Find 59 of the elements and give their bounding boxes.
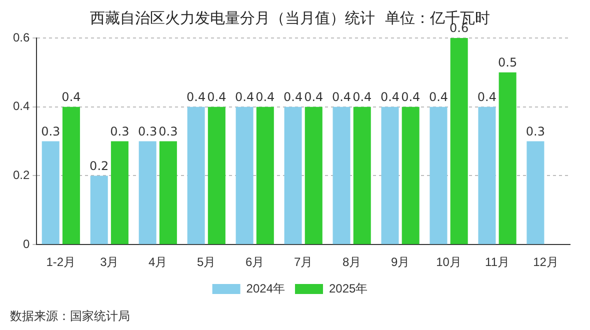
legend-label: 2025年 xyxy=(329,281,368,296)
legend-label: 2024年 xyxy=(246,281,286,296)
x-tick-label: 11月 xyxy=(485,255,510,270)
x-tick-label: 12月 xyxy=(533,255,558,270)
data-label: 0.3 xyxy=(526,124,545,138)
x-tick-label: 3月 xyxy=(100,255,119,270)
bar xyxy=(256,106,274,244)
bar xyxy=(332,106,350,244)
bar xyxy=(450,38,468,244)
data-label: 0.4 xyxy=(352,90,372,104)
bar xyxy=(187,106,205,244)
x-tick-label: 10月 xyxy=(436,255,462,270)
source-note: 数据来源：国家统计局 xyxy=(10,309,130,323)
bar xyxy=(526,141,544,244)
data-label: 0.4 xyxy=(428,90,448,104)
x-tick-label: 4月 xyxy=(148,255,168,270)
data-label: 0.4 xyxy=(380,90,400,104)
data-label: 0.4 xyxy=(62,90,81,104)
x-tick-label: 1-2月 xyxy=(46,255,76,270)
bar xyxy=(42,141,60,244)
data-label: 0.4 xyxy=(332,90,352,104)
data-label: 0.3 xyxy=(110,124,130,138)
data-label: 0.4 xyxy=(304,90,324,104)
bar xyxy=(62,106,80,244)
bar xyxy=(381,106,399,244)
y-tick-label: 0.6 xyxy=(12,30,30,44)
data-label: 0.4 xyxy=(256,90,275,104)
data-label: 0.4 xyxy=(235,90,254,104)
y-tick-label: 0.4 xyxy=(12,99,30,114)
data-label: 0.4 xyxy=(207,90,226,104)
x-tick-label: 7月 xyxy=(294,255,313,270)
data-label: 0.4 xyxy=(283,90,303,104)
data-label: 0.3 xyxy=(41,124,60,138)
bar xyxy=(110,141,128,244)
bar xyxy=(304,106,322,244)
x-tick-label: 8月 xyxy=(342,255,362,270)
data-label: 0.3 xyxy=(138,124,158,138)
x-tick-label: 5月 xyxy=(197,255,216,270)
bar xyxy=(208,106,226,244)
bar xyxy=(353,106,371,244)
data-label: 0.5 xyxy=(498,56,518,70)
y-tick-label: 0 xyxy=(22,236,30,251)
bar xyxy=(138,141,156,244)
bar xyxy=(498,72,516,244)
data-label: 0.4 xyxy=(401,90,420,104)
bar xyxy=(402,106,420,244)
bar xyxy=(236,106,254,244)
bar xyxy=(478,106,496,244)
bar xyxy=(430,106,448,244)
data-label: 0.3 xyxy=(158,124,178,138)
bar xyxy=(159,141,177,244)
bar xyxy=(90,176,108,244)
x-tick-label: 9月 xyxy=(390,255,410,270)
bar xyxy=(284,106,302,244)
data-label: 0.2 xyxy=(90,158,109,173)
y-tick-label: 0.2 xyxy=(12,168,30,182)
x-tick-label: 6月 xyxy=(246,255,264,270)
data-label: 0.4 xyxy=(477,90,497,104)
data-label: 0.4 xyxy=(186,90,206,104)
